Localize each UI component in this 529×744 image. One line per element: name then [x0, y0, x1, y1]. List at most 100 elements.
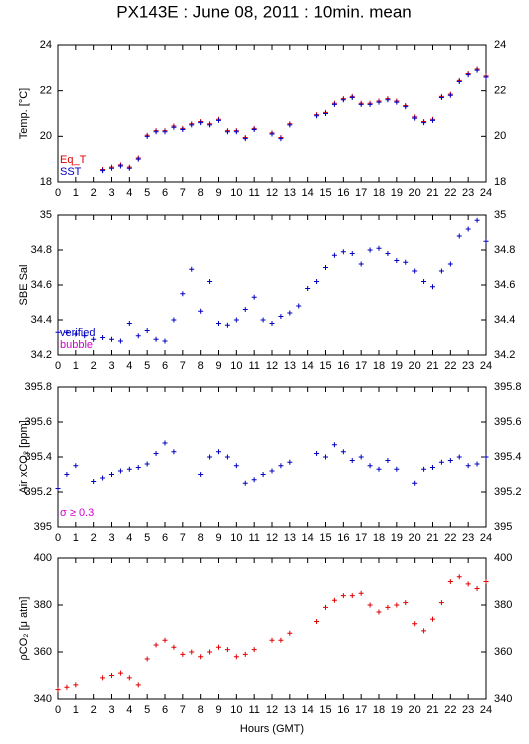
- plot-frame: [57, 386, 487, 528]
- plot-frame: [57, 44, 487, 183]
- y-tick-label: 22: [494, 85, 506, 97]
- data-point: [403, 259, 409, 265]
- data-point: [269, 468, 275, 474]
- data-point: [135, 156, 141, 162]
- data-point: [171, 317, 177, 323]
- legend-label: verified: [60, 327, 95, 339]
- data-point: [144, 461, 150, 467]
- data-point: [376, 99, 382, 105]
- x-tick-label: 11: [248, 704, 259, 716]
- data-point: [314, 113, 320, 119]
- data-point: [198, 308, 204, 314]
- data-point: [162, 440, 168, 446]
- data-point: [465, 72, 471, 78]
- x-tick-label: 1: [73, 532, 79, 544]
- data-point: [180, 126, 186, 132]
- x-tick-label: 11: [248, 532, 259, 544]
- data-point: [55, 486, 61, 491]
- y-tick-label: 395.4: [494, 451, 522, 463]
- x-tick-label: 21: [426, 360, 438, 372]
- y-tick-label: 395.6: [24, 416, 52, 428]
- x-tick-label: 6: [162, 532, 168, 544]
- data-point: [198, 120, 204, 126]
- data-point: [207, 279, 213, 284]
- x-tick-label: 14: [302, 360, 314, 372]
- data-point: [224, 454, 230, 460]
- x-tick-label: 7: [180, 360, 186, 372]
- y-tick-label: 380: [494, 599, 512, 611]
- data-point: [287, 122, 293, 128]
- x-tick-label: 9: [215, 360, 221, 372]
- data-point: [117, 338, 123, 344]
- data-point: [412, 268, 418, 274]
- data-point: [421, 466, 427, 472]
- x-tick-label: 18: [373, 532, 385, 544]
- data-point: [135, 682, 141, 688]
- data-point: [314, 279, 320, 284]
- data-point: [456, 454, 462, 460]
- x-tick-label: 9: [215, 187, 221, 199]
- x-tick-label: 5: [144, 187, 150, 199]
- data-point: [323, 265, 328, 270]
- x-tick-label: 2: [91, 360, 97, 372]
- data-point: [100, 475, 106, 481]
- data-point: [349, 593, 355, 599]
- data-point: [314, 618, 320, 624]
- x-tick-label: 24: [480, 704, 492, 716]
- data-point: [153, 451, 159, 456]
- x-tick-label: 8: [198, 532, 204, 544]
- x-tick-label: 4: [126, 704, 132, 716]
- data-point: [198, 472, 204, 477]
- data-point: [331, 252, 337, 258]
- data-point: [269, 321, 275, 326]
- x-tick-label: 4: [126, 360, 132, 372]
- data-point: [171, 644, 177, 650]
- x-tick-label: 0: [55, 360, 61, 372]
- data-point: [278, 463, 284, 469]
- y-tick-label: 18: [40, 176, 52, 188]
- data-point: [135, 333, 141, 339]
- data-point: [430, 616, 435, 622]
- data-point: [403, 600, 409, 606]
- y-tick-label: 395: [494, 521, 512, 533]
- data-point: [456, 233, 462, 239]
- x-tick-label: 2: [91, 187, 97, 199]
- data-point: [207, 454, 213, 460]
- x-tick-label: 1: [73, 187, 79, 199]
- x-tick-label: 12: [266, 704, 278, 716]
- y-axis-label: Air xCO₂ [ppm]: [18, 420, 30, 493]
- y-tick-label: 20: [494, 130, 506, 142]
- plot-frame: [57, 214, 487, 356]
- x-tick-label: 5: [144, 704, 150, 716]
- data-point: [430, 284, 435, 290]
- data-point: [385, 251, 391, 256]
- data-point: [144, 133, 150, 139]
- x-tick-label: 16: [337, 532, 349, 544]
- data-point: [153, 336, 159, 342]
- data-point: [144, 656, 150, 662]
- x-tick-label: 9: [215, 532, 221, 544]
- data-point: [403, 104, 409, 110]
- data-point: [323, 454, 328, 460]
- data-point: [162, 129, 168, 135]
- data-point: [376, 466, 382, 472]
- data-point: [287, 630, 293, 636]
- x-tick-label: 3: [108, 532, 114, 544]
- data-point: [287, 459, 293, 465]
- x-tick-label: 3: [108, 360, 114, 372]
- y-axis-label: SBE Sal: [18, 265, 30, 306]
- y-tick-label: 395.6: [494, 416, 522, 428]
- x-tick-label: 14: [302, 187, 314, 199]
- y-tick-label: 34.4: [31, 314, 52, 326]
- data-point: [430, 465, 435, 470]
- data-point: [483, 238, 489, 244]
- y-tick-label: 35: [40, 209, 52, 221]
- x-tick-label: 19: [391, 187, 403, 199]
- data-point: [224, 647, 230, 653]
- y-tick-label: 395.8: [24, 381, 52, 393]
- x-tick-label: 22: [444, 532, 456, 544]
- data-point: [331, 442, 337, 448]
- data-point: [153, 129, 159, 135]
- annotation: σ ≥ 0.3: [60, 507, 94, 519]
